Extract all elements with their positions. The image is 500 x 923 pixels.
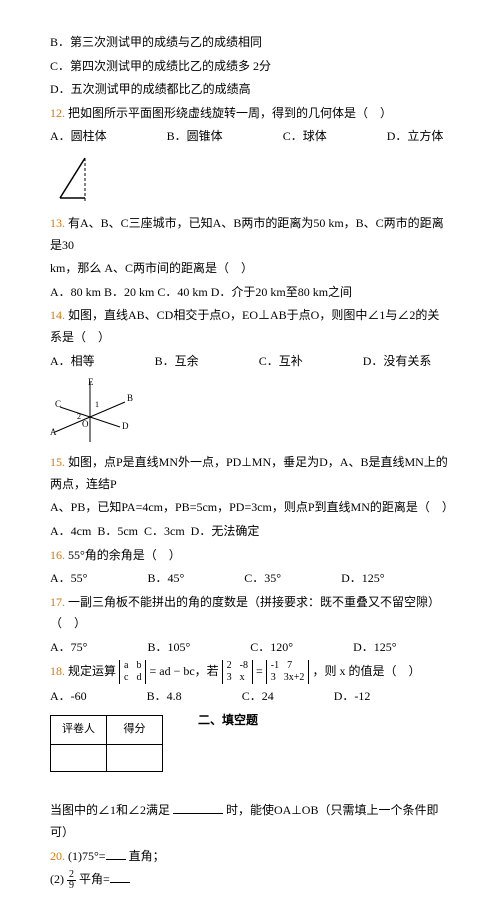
question-16: 16. 55°角的余角是（ ）: [50, 545, 450, 567]
blank-field: [110, 870, 130, 883]
q12-opt-a: A．圆柱体: [50, 126, 107, 148]
q13-opt-b: B．20 km: [104, 285, 154, 299]
q13-text1: 有A、B、C三座城市，已知A、B两市的距离为50 km，B、C两市的距离是30: [50, 216, 444, 252]
q17-opt-a: A．75°: [50, 637, 87, 659]
q17-options: A．75° B．105° C．120° D．125°: [50, 637, 450, 659]
svg-text:E: E: [88, 377, 94, 387]
q12-options: A．圆柱体 B．圆锥体 C．球体 D．立方体: [50, 126, 450, 148]
q12-figure: [50, 153, 110, 208]
q13-opt-c: C．40 km: [157, 285, 207, 299]
fraction: 2 9: [67, 870, 76, 891]
question-18: 18. 规定运算 ab cd = ad − bc，若 2-8 3x = -17 …: [50, 660, 450, 684]
q18-opt-a: A．-60: [50, 686, 87, 708]
q20-line2: (2) 2 9 平角=: [50, 869, 450, 891]
q13-number: 13.: [50, 216, 65, 230]
q12-opt-b: B．圆锥体: [167, 126, 223, 148]
q12-text: 把如图所示平面图形绕虚线旋转一周，得到的几何体是（ ）: [68, 106, 392, 120]
q15-options: A．4cm B．5cm C．3cm D．无法确定: [50, 521, 450, 543]
q18-opt-b: B．4.8: [147, 686, 182, 708]
matrix-2: 2-8 3x: [222, 660, 253, 684]
q14-opt-a: A．相等: [50, 351, 95, 373]
q17-opt-c: C．120°: [250, 637, 293, 659]
q16-opt-a: A．55°: [50, 568, 87, 590]
blank-field: [173, 801, 223, 814]
q15-number: 15.: [50, 455, 65, 469]
question-20: 20. (1)75°= 直角；: [50, 846, 450, 868]
q15-opt-a: A．4cm: [50, 524, 91, 538]
q14-opt-c: C．互补: [259, 351, 303, 373]
q17-number: 17.: [50, 595, 65, 609]
q18-text1: 规定运算: [68, 664, 116, 678]
q16-number: 16.: [50, 548, 65, 562]
q12-opt-c: C．球体: [283, 126, 327, 148]
svg-text:C: C: [55, 399, 61, 409]
q14-opt-d: D．没有关系: [363, 351, 432, 373]
blank-field: [106, 847, 126, 860]
svg-text:A: A: [50, 427, 57, 437]
score-h1: 评卷人: [51, 716, 107, 745]
q14-figure: A B E D C O 1 2: [50, 377, 140, 447]
q20-l2b: 平角=: [79, 872, 110, 886]
q20-l1a: (1)75°=: [68, 849, 106, 863]
q20-l1b: 直角；: [129, 849, 165, 863]
svg-text:D: D: [122, 421, 129, 431]
option-b: B．第三次测试甲的成绩与乙的成绩相同: [50, 32, 450, 54]
option-c: C．第四次测试甲的成绩比乙的成绩多 2分: [50, 56, 450, 78]
matrix-3: -17 33x+2: [266, 660, 310, 684]
q18-options: A．-60 B．4.8 C．24 D．-12: [50, 686, 450, 708]
option-d: D．五次测试甲的成绩都比乙的成绩高: [50, 79, 450, 101]
q18-opt-c: C．24: [242, 686, 274, 708]
svg-text:B: B: [127, 393, 133, 403]
question-15: 15. 如图，点P是直线MN外一点，PD⊥MN，垂足为D，A、B是直线MN上的两…: [50, 452, 450, 495]
q14-number: 14.: [50, 308, 65, 322]
q18-eq1: = ad − bc，若: [149, 664, 218, 678]
q16-opt-d: D．125°: [341, 568, 384, 590]
q13-opt-d: D．介于20 km至80 km之间: [211, 285, 352, 299]
q13-options: A．80 km B．20 km C．40 km D．介于20 km至80 km之…: [50, 282, 450, 304]
question-17: 17. 一副三角板不能拼出的角的度数是（拼接要求：既不重叠又不留空隙）（ ）: [50, 592, 450, 635]
q17-text: 一副三角板不能拼出的角的度数是（拼接要求：既不重叠又不留空隙）（ ）: [50, 595, 440, 631]
section-2-title: 二、填空题: [198, 710, 258, 732]
question-12: 12. 把如图所示平面图形绕虚线旋转一周，得到的几何体是（ ）: [50, 103, 450, 125]
q17-opt-b: B．105°: [147, 637, 190, 659]
question-13: 13. 有A、B、C三座城市，已知A、B两市的距离为50 km，B、C两市的距离…: [50, 213, 450, 256]
q18-number: 18.: [50, 664, 65, 678]
q13-opt-a: A．80 km: [50, 285, 101, 299]
score-table: 评卷人 得分: [50, 715, 163, 772]
q12-number: 12.: [50, 106, 65, 120]
q15-text1: 如图，点P是直线MN外一点，PD⊥MN，垂足为D，A、B是直线MN上的两点，连结…: [50, 455, 448, 491]
q17-opt-d: D．125°: [353, 637, 396, 659]
svg-text:1: 1: [95, 400, 99, 409]
q18-eq2: ，则 x 的值是（ ）: [312, 664, 420, 678]
q14-options: A．相等 B．互余 C．互补 D．没有关系: [50, 351, 450, 373]
matrix-1: ab cd: [119, 660, 146, 684]
q16-opt-b: B．45°: [147, 568, 184, 590]
q18-opt-d: D．-12: [334, 686, 371, 708]
q16-text: 55°角的余角是（ ）: [68, 548, 181, 562]
q13-text2: km，那么 A、C两市间的距离是（ ）: [50, 258, 450, 280]
svg-text:O: O: [82, 419, 89, 429]
q20-number: 20.: [50, 849, 65, 863]
question-19: 当图中的∠1和∠2满足 时，能使OA⊥OB（只需填上一个条件即可）: [50, 800, 450, 843]
q14-opt-b: B．互余: [155, 351, 199, 373]
q16-opt-c: C．35°: [244, 568, 281, 590]
q15-opt-b: B．5cm: [97, 524, 138, 538]
svg-text:2: 2: [77, 412, 81, 421]
score-h2: 得分: [107, 716, 163, 745]
q16-options: A．55° B．45° C．35° D．125°: [50, 568, 450, 590]
q15-opt-d: D．无法确定: [191, 524, 260, 538]
q20-l2a: (2): [50, 872, 64, 886]
q15-opt-c: C．3cm: [144, 524, 185, 538]
q12-opt-d: D．立方体: [387, 126, 444, 148]
q14-text: 如图，直线AB、CD相交于点O，EO⊥AB于点O，则图中∠1与∠2的关系是（ ）: [50, 308, 439, 344]
question-14: 14. 如图，直线AB、CD相交于点O，EO⊥AB于点O，则图中∠1与∠2的关系…: [50, 305, 450, 348]
q15-text2: A、PB，已知PA=4cm，PB=5cm，PD=3cm，则点P到直线MN的距离是…: [50, 497, 450, 519]
q19-text1: 当图中的∠1和∠2满足: [50, 803, 170, 817]
